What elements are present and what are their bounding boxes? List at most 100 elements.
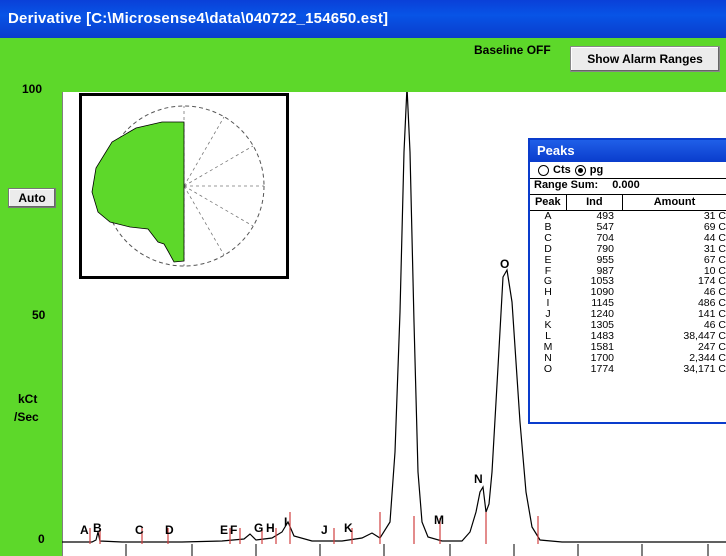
table-row[interactable]: M 1581 247 C (530, 340, 726, 353)
ind-cell: 1774 (590, 362, 614, 375)
table-row[interactable]: F 987 10 C (530, 264, 726, 277)
amount-cell: 34,171 C (683, 362, 726, 375)
amount-cell: 174 C (697, 275, 726, 288)
ind-cell: 987 (596, 264, 614, 277)
peak-label-C: C (135, 523, 144, 537)
y-axis-label-line1: kCt (18, 392, 38, 406)
peak-cell: K (544, 319, 552, 332)
window-title: Derivative [C:\Microsense4\data\040722_1… (8, 10, 389, 27)
peak-cell: F (544, 264, 552, 277)
table-row[interactable]: E 955 67 C (530, 253, 726, 266)
peak-cell: D (544, 242, 552, 255)
peak-cell: C (544, 231, 552, 244)
peak-label-N: N (474, 472, 483, 486)
y-tick-0: 0 (38, 532, 45, 546)
ind-cell: 790 (596, 242, 614, 255)
derivative-trace (62, 92, 726, 543)
amount-cell: 38,447 C (683, 329, 726, 342)
table-row[interactable]: K 1305 46 C (530, 320, 726, 331)
peak-label-F: F (230, 523, 237, 537)
amount-cell: 31 C (703, 210, 726, 222)
unit-radio-group: Cts pg (530, 162, 726, 179)
amount-cell: 486 C (697, 297, 726, 310)
peak-label-O: O (500, 257, 509, 271)
ind-cell: 1145 (591, 297, 614, 310)
polar-inset (79, 93, 289, 279)
peak-label-J: J (321, 523, 328, 537)
amount-cell: 46 C (703, 286, 726, 299)
table-row[interactable]: G 1053 174 C (530, 276, 726, 287)
table-row[interactable]: J 1240 141 C (530, 309, 726, 320)
peak-cell: G (543, 275, 553, 288)
peak-label-A: A (80, 523, 89, 537)
ind-cell: 1240 (590, 308, 614, 321)
amount-cell: 141 C (697, 308, 726, 321)
show-alarm-ranges-button[interactable]: Show Alarm Ranges (570, 46, 720, 72)
peak-cell: L (545, 329, 551, 342)
peak-cell: E (544, 253, 552, 266)
ind-cell: 1581 (590, 340, 614, 353)
peak-cell: B (544, 220, 552, 233)
table-row[interactable]: H 1090 46 C (530, 287, 726, 298)
peak-label-B: B (93, 521, 102, 535)
col-ind[interactable]: Ind (567, 195, 624, 210)
polar-plot-svg (91, 105, 265, 267)
radio-cts[interactable] (538, 164, 549, 176)
y-axis-label-line2: /Sec (14, 410, 39, 424)
col-amount[interactable]: Amount (653, 196, 696, 208)
peak-cell: I (546, 297, 550, 310)
ind-cell: 547 (596, 220, 614, 233)
ind-cell: 1053 (590, 275, 614, 288)
table-row[interactable]: C 704 44 C (530, 231, 726, 244)
y-tick-100: 100 (22, 82, 43, 96)
radio-cts-label: Cts (553, 164, 571, 176)
amount-cell: 247 C (697, 340, 726, 353)
col-peak[interactable]: Peak (530, 195, 567, 210)
ind-cell: 1483 (590, 329, 614, 342)
window-titlebar: Derivative [C:\Microsense4\data\040722_1… (0, 0, 726, 38)
peak-cell: A (544, 210, 552, 222)
ind-cell: 493 (596, 210, 614, 222)
table-row[interactable]: B 547 69 C (530, 222, 726, 233)
ind-cell: 1090 (590, 286, 614, 299)
table-row[interactable]: N 1700 2,344 C (530, 351, 726, 364)
x-axis-ticks (62, 544, 709, 556)
peaks-window[interactable]: Peaks Cts pg Range Sum: 0.000 Peak Ind A… (528, 138, 726, 424)
peak-cell: N (544, 351, 552, 364)
peak-cell: O (543, 362, 553, 375)
amount-cell: 2,344 C (689, 351, 726, 364)
ind-cell: 704 (596, 231, 614, 244)
ind-cell: 1305 (590, 319, 614, 332)
table-row[interactable]: A 493 31 C (530, 211, 726, 222)
range-sum-label: Range Sum: (534, 179, 599, 191)
table-row[interactable]: O 1774 34,171 C (530, 362, 726, 375)
table-row[interactable]: L 1483 38,447 C (530, 331, 726, 342)
peak-label-G: G (254, 521, 263, 535)
amount-cell: 46 C (703, 319, 726, 332)
peak-label-K: K (344, 521, 353, 535)
peak-label-E: E (220, 523, 228, 537)
radio-pg[interactable] (574, 164, 586, 176)
table-row[interactable]: D 790 31 C (530, 242, 726, 255)
amount-cell: 44 C (703, 231, 726, 244)
peak-label-M: M (434, 513, 444, 527)
peaks-window-title[interactable]: Peaks (530, 140, 726, 162)
peaks-table-body: A 493 31 C B 547 69 C C 704 44 C D 790 31 C E 955 67 C… (530, 211, 726, 375)
peak-cell: H (544, 286, 552, 299)
table-row[interactable]: I 1145 486 C (530, 298, 726, 309)
peaks-table-header: Peak Ind Amount (530, 195, 726, 211)
range-sum-row: Range Sum: 0.000 (530, 179, 726, 195)
auto-scale-button[interactable]: Auto (8, 188, 56, 208)
ind-cell: 955 (596, 253, 614, 266)
baseline-status: Baseline OFF (474, 43, 551, 57)
polar-shape (91, 121, 185, 263)
peak-label-D: D (165, 523, 174, 537)
amount-cell: 67 C (703, 253, 726, 266)
peak-cell: M (543, 340, 553, 353)
amount-cell: 31 C (703, 242, 726, 255)
y-tick-50: 50 (32, 308, 46, 322)
amount-cell: 10 C (703, 264, 726, 277)
range-sum-value: 0.000 (612, 179, 640, 191)
amount-cell: 69 C (703, 220, 726, 233)
ind-cell: 1700 (590, 351, 614, 364)
